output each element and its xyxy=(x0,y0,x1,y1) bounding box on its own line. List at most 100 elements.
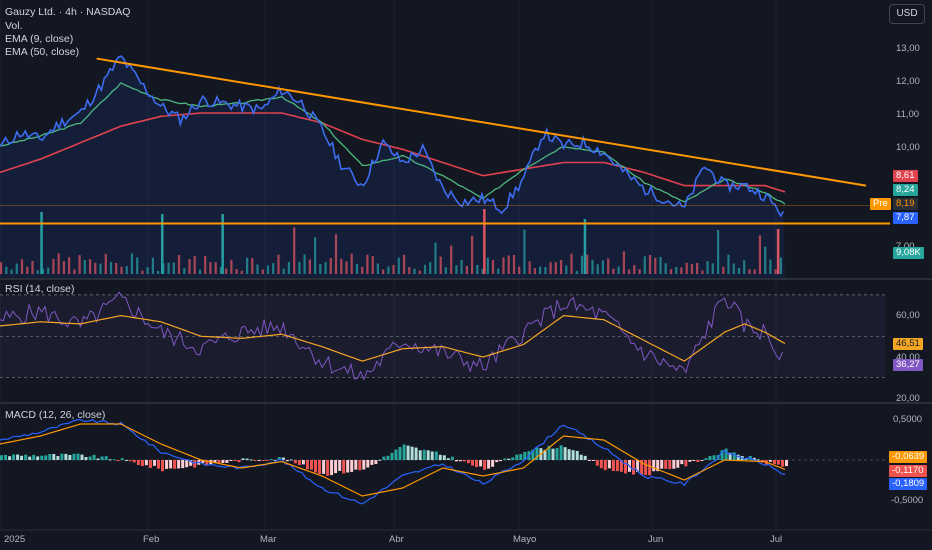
macd-histogram-bar xyxy=(24,454,28,460)
macd-histogram-bar xyxy=(116,460,120,462)
macd-histogram-bar xyxy=(253,460,257,461)
ema50-legend[interactable]: EMA (50, close) xyxy=(5,46,80,58)
macd-histogram-bar xyxy=(52,454,56,460)
volume-bar xyxy=(575,270,578,274)
volume-bar xyxy=(450,245,453,274)
macd-histogram-bar xyxy=(752,457,756,460)
macd-histogram-bar xyxy=(648,460,652,476)
macd-histogram-bar xyxy=(32,454,36,460)
volume-bar xyxy=(193,256,196,274)
macd-histogram-bar xyxy=(724,448,728,460)
volume-bar xyxy=(120,266,123,274)
macd-histogram-bar xyxy=(76,453,80,460)
rsi-legend[interactable]: RSI (14, close) xyxy=(5,283,75,295)
x-label: Abr xyxy=(389,534,404,545)
volume-bar xyxy=(94,262,97,274)
volume-bar xyxy=(355,264,359,274)
macd-histogram-bar xyxy=(720,450,724,460)
volume-bar xyxy=(130,253,133,274)
ema9-legend[interactable]: EMA (9, close) xyxy=(5,33,74,45)
volume-bar xyxy=(382,269,385,274)
volume-bar xyxy=(659,256,662,274)
macd-histogram-bar xyxy=(712,455,716,460)
volume-spike-bar xyxy=(221,214,224,274)
macd-histogram-bar xyxy=(503,458,507,460)
macd-histogram-bar xyxy=(491,460,495,467)
x-label: Mar xyxy=(260,534,277,545)
macd-histogram-bar xyxy=(273,459,277,461)
pre-market-label: Pre xyxy=(870,198,891,210)
volume-bar xyxy=(455,265,458,274)
macd-histogram-bar xyxy=(0,455,3,460)
macd-histogram-bar xyxy=(213,460,217,463)
volume-bar xyxy=(471,235,474,274)
macd-histogram-bar xyxy=(322,460,326,474)
macd-histogram-bar xyxy=(301,460,305,465)
volume-bar xyxy=(717,230,720,274)
macd-histogram-bar xyxy=(193,460,197,468)
macd-histogram-bar xyxy=(511,457,515,460)
volume-bar xyxy=(518,266,521,274)
volume-bar xyxy=(481,268,484,274)
volume-bar xyxy=(539,266,542,274)
volume-bar xyxy=(235,269,238,274)
macd-histogram-bar xyxy=(543,449,547,460)
macd-histogram-bar xyxy=(144,460,148,466)
currency-button[interactable]: USD xyxy=(889,4,925,24)
macd-histogram-bar xyxy=(599,460,603,469)
macd-histogram-bar xyxy=(249,459,253,461)
volume-bar xyxy=(371,256,374,274)
volume-bar xyxy=(115,262,118,274)
macd-histogram-bar xyxy=(40,455,44,460)
price-tick: 10,00 xyxy=(896,142,920,153)
volume-bar xyxy=(544,267,547,274)
volume-bar xyxy=(748,269,751,274)
volume-bar xyxy=(151,257,154,274)
volume-bar xyxy=(334,234,338,274)
volume-bar xyxy=(711,263,714,274)
macd-histogram-bar xyxy=(785,460,788,467)
macd-histogram-bar xyxy=(688,460,692,462)
macd-histogram-bar xyxy=(297,460,301,465)
macd-histogram-bar xyxy=(285,460,289,462)
rsi-tick: 20,00 xyxy=(896,393,920,404)
volume-bar xyxy=(52,258,55,274)
x-label: Mayo xyxy=(513,534,537,545)
macd-histogram-bar xyxy=(136,460,140,465)
macd-histogram-bar xyxy=(607,460,611,469)
volume-bar xyxy=(549,262,552,274)
volume-bar xyxy=(779,257,782,274)
volume-bar xyxy=(570,253,573,274)
volume-bar xyxy=(643,256,646,274)
volume-bar xyxy=(287,262,290,274)
macd-histogram-bar xyxy=(96,458,100,460)
macd-histogram-bar xyxy=(4,454,7,460)
macd-histogram-bar xyxy=(483,460,487,470)
macd-histogram-bar xyxy=(334,460,338,474)
volume-bar xyxy=(486,257,489,274)
macd-histogram-bar xyxy=(362,460,366,470)
volume-bar xyxy=(512,255,516,274)
volume-legend[interactable]: Vol. xyxy=(5,20,23,32)
trendline xyxy=(96,57,867,187)
macd-histogram-bar xyxy=(736,454,740,460)
price-tick: 13,00 xyxy=(896,43,920,54)
macd-histogram-bar xyxy=(92,454,96,460)
macd-legend[interactable]: MACD (12, 26, close) xyxy=(5,409,106,421)
macd-line xyxy=(0,418,786,505)
volume-bar xyxy=(533,268,536,274)
macd-histogram-bar xyxy=(398,447,402,460)
macd-histogram-bar xyxy=(326,460,330,476)
volume-bar xyxy=(26,266,29,274)
ema9-price-tag: 8,24 xyxy=(893,184,918,196)
volume-bar xyxy=(125,266,128,274)
macd-histogram-bar xyxy=(611,460,615,471)
macd-histogram-bar xyxy=(555,448,559,460)
volume-bar xyxy=(89,259,92,274)
ema9-line xyxy=(0,82,786,205)
macd-histogram-bar xyxy=(507,458,511,460)
macd-histogram-bar xyxy=(354,460,358,470)
x-label: Feb xyxy=(143,534,160,545)
macd-histogram-bar xyxy=(551,448,555,460)
